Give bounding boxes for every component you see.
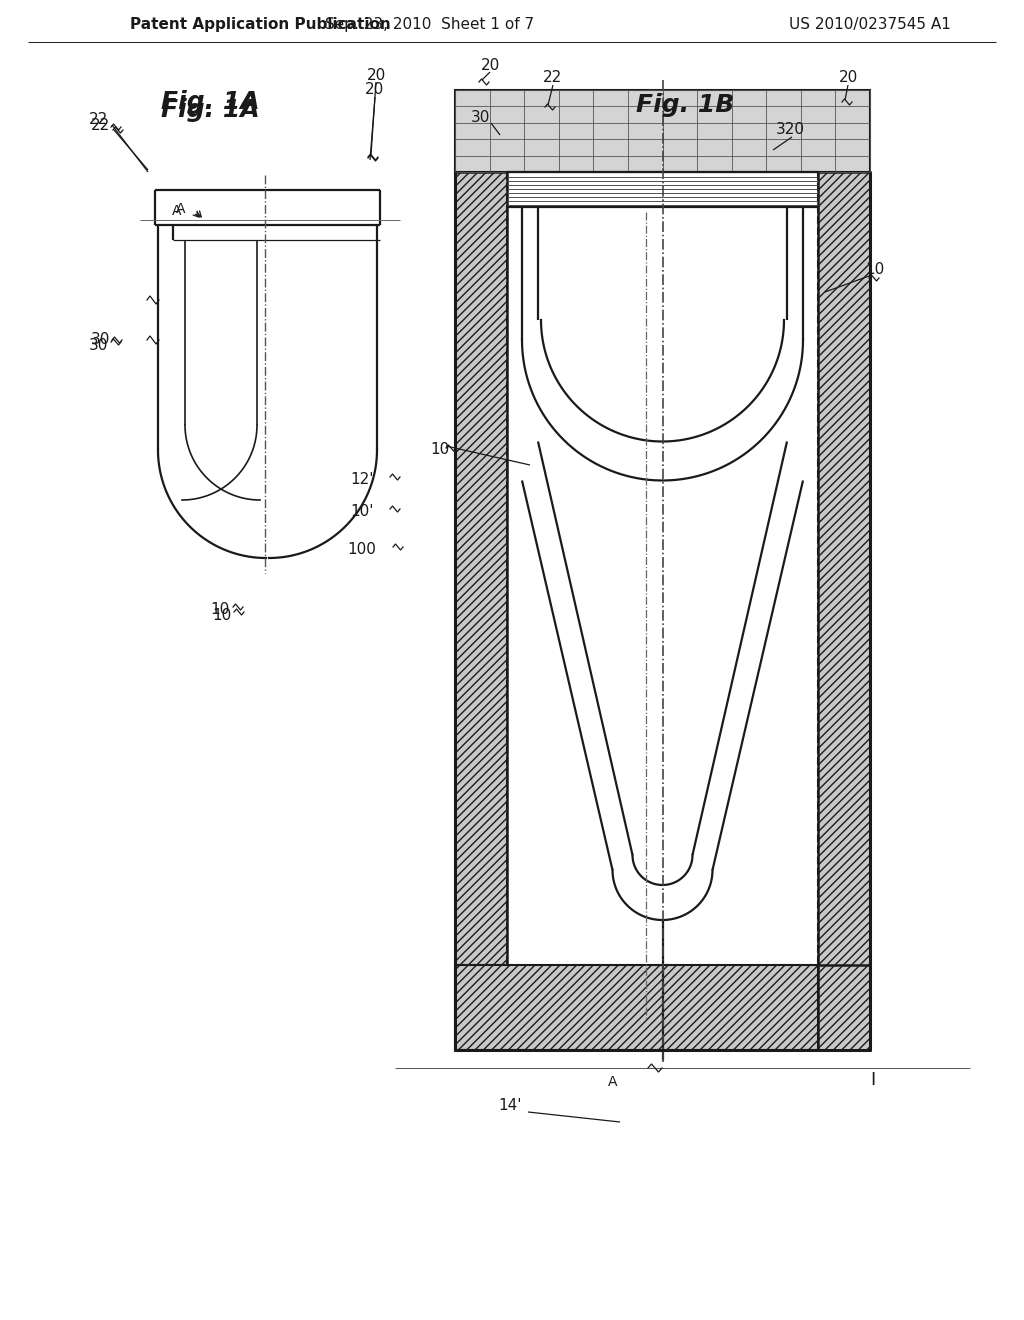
Text: Fig. 1A: Fig. 1A [161, 90, 259, 114]
Text: 14': 14' [499, 1097, 522, 1113]
Text: 30: 30 [90, 333, 110, 347]
Text: 10: 10 [210, 602, 229, 618]
Text: 20: 20 [839, 70, 858, 86]
Polygon shape [818, 965, 870, 1049]
Polygon shape [455, 172, 507, 1049]
Text: 22: 22 [88, 112, 108, 128]
Text: US 2010/0237545 A1: US 2010/0237545 A1 [790, 17, 951, 33]
Text: 100: 100 [347, 543, 377, 557]
Text: Patent Application Publication: Patent Application Publication [130, 17, 391, 33]
Polygon shape [455, 965, 818, 1049]
Polygon shape [455, 90, 870, 172]
Polygon shape [455, 965, 507, 1049]
Text: A: A [608, 1074, 617, 1089]
Text: 22: 22 [90, 117, 110, 132]
Text: 20: 20 [480, 58, 500, 73]
Text: 10: 10 [212, 607, 231, 623]
Text: Sep. 23, 2010  Sheet 1 of 7: Sep. 23, 2010 Sheet 1 of 7 [326, 17, 535, 33]
Text: I: I [870, 1071, 876, 1089]
Text: 10: 10 [865, 263, 885, 277]
Text: 20: 20 [366, 82, 385, 98]
Text: Fig. 1A: Fig. 1A [161, 98, 259, 121]
Text: 12': 12' [350, 473, 374, 487]
Text: 20: 20 [367, 67, 386, 82]
Text: 30: 30 [470, 111, 489, 125]
Text: 320: 320 [775, 123, 805, 137]
Polygon shape [818, 172, 870, 1049]
Text: A: A [172, 205, 181, 218]
Text: 10': 10' [350, 504, 374, 520]
Text: Fig. 1B: Fig. 1B [636, 92, 734, 117]
Text: A: A [176, 202, 185, 216]
Text: 22: 22 [544, 70, 562, 86]
Text: 10: 10 [430, 442, 450, 458]
Text: 30: 30 [88, 338, 108, 352]
